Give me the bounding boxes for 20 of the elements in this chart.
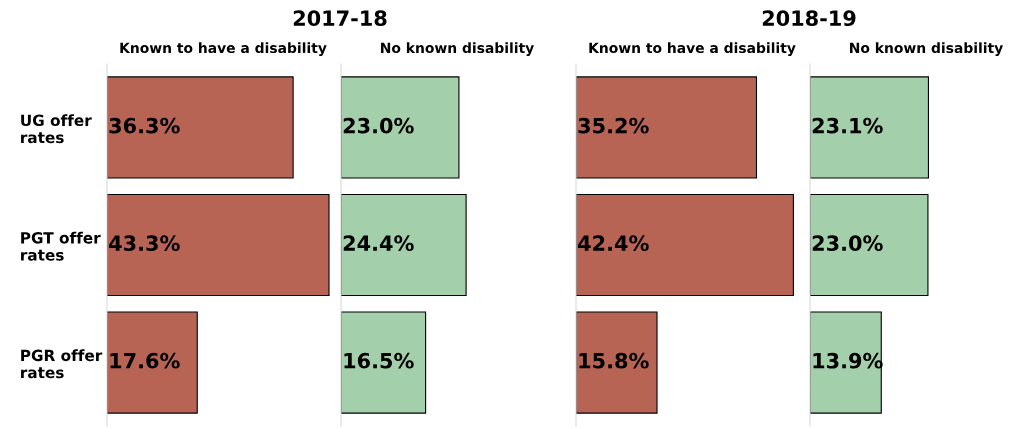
chart-subtitle: Known to have a disability [120, 42, 327, 56]
chart-subtitle: No known disability [850, 42, 1003, 56]
data-label: 23.0% [812, 235, 883, 252]
y-tick-label: PGT offer rates [21, 231, 101, 261]
y-tick-label: PGR offer rates [21, 349, 103, 379]
data-label: 17.6% [110, 352, 180, 369]
data-label: 15.8% [579, 352, 649, 369]
chart-title: 2017-18 [293, 10, 387, 27]
y-tick-label: UG offer rates [21, 114, 92, 144]
data-label: 35.2% [578, 117, 649, 134]
data-label: 23.1% [812, 117, 883, 134]
data-label: 24.4% [343, 235, 414, 252]
data-label: 36.3% [109, 117, 180, 134]
data-label: 42.4% [578, 235, 649, 252]
data-label: 16.5% [344, 352, 414, 369]
chart-subtitle: No known disability [381, 42, 534, 56]
data-label: 43.3% [109, 235, 180, 252]
chart-title: 2018-19 [762, 10, 856, 27]
data-label: 23.0% [343, 117, 414, 134]
chart-subtitle: Known to have a disability [589, 42, 796, 56]
